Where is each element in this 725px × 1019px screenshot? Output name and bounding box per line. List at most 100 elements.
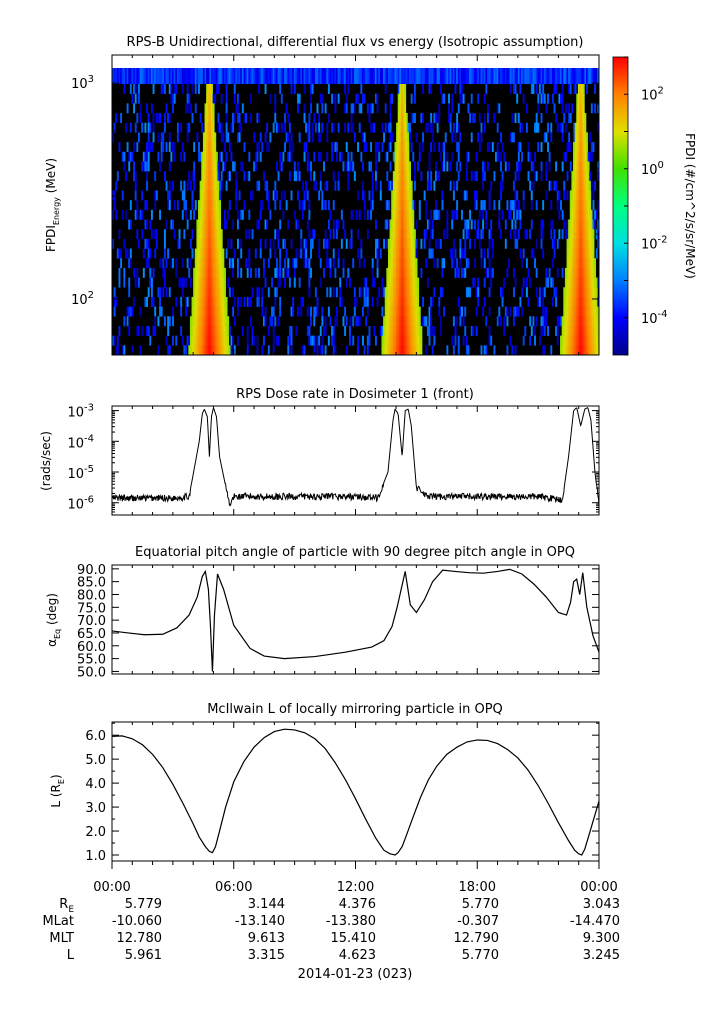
spectrogram-cell <box>428 248 431 259</box>
spectrogram-cell <box>267 200 270 211</box>
spectrogram-cell <box>142 248 145 259</box>
spectrogram-cell <box>488 142 491 153</box>
spectrogram-cell <box>571 238 574 249</box>
spectrogram-cell <box>261 306 264 317</box>
spectrogram-cell <box>389 122 392 133</box>
colorbar-tick-label-base: 10 <box>641 237 658 252</box>
spectrogram-cell <box>383 335 386 346</box>
spectrogram-cell <box>185 209 187 220</box>
spectrogram-cell <box>405 267 408 278</box>
spectrogram-cell <box>112 238 114 249</box>
colorbar-label: FPDI (#/cm^2/s/sr/MeV) <box>683 133 697 279</box>
spectrogram-cell <box>319 151 322 162</box>
spectrogram-cell <box>206 287 209 298</box>
spectrogram-cell <box>423 238 426 249</box>
spectrogram-cell <box>514 306 517 317</box>
spectrogram-cell <box>480 258 483 269</box>
spectrogram-cell <box>402 132 405 143</box>
spectrogram-cell <box>147 151 150 162</box>
spectrogram-cell <box>183 200 186 211</box>
spectrogram-cell <box>185 306 187 317</box>
spectrogram-cell <box>581 171 584 182</box>
spectrogram-cell <box>326 180 329 191</box>
spectrogram-cell <box>212 171 215 182</box>
spectrogram-cell <box>232 219 235 230</box>
spectrogram-cell <box>331 93 334 104</box>
spectrogram-cell <box>581 113 584 124</box>
spectrogram-cell <box>407 316 410 327</box>
spectrogram-cell <box>573 229 575 240</box>
spectrogram-cell <box>579 248 582 259</box>
spectrogram-cell <box>115 68 118 84</box>
spectrogram-cell <box>519 68 522 84</box>
spectrogram-cell <box>224 345 226 356</box>
spectrogram-cell <box>227 277 230 288</box>
spectrogram-cell <box>417 306 420 317</box>
spectrogram-cell <box>374 161 377 172</box>
spectrogram-cell <box>571 345 574 356</box>
spectrogram-cell <box>363 200 366 211</box>
spectrogram-cell <box>582 325 585 336</box>
spectrogram-cell <box>319 180 322 191</box>
spectrogram-cell <box>586 190 588 201</box>
spectrogram-cell <box>387 68 390 84</box>
spectrogram-cell <box>376 238 379 249</box>
spectrogram-cell <box>259 68 262 84</box>
spectrogram-cell <box>590 142 593 153</box>
spectrogram-cell <box>553 103 556 114</box>
spectrogram-cell <box>272 68 275 84</box>
spectrogram-cell <box>451 209 454 220</box>
spectrogram-cell <box>530 68 533 84</box>
spectrogram-cell <box>426 180 429 191</box>
spectrogram-cell <box>290 132 293 143</box>
spectrogram-cell <box>202 287 205 298</box>
dose-rate-ytick-label: 10-3 <box>67 403 94 421</box>
spectrogram-cell <box>399 84 402 94</box>
spectrogram-cell <box>196 229 199 240</box>
spectrogram-cell <box>555 68 558 84</box>
spectrogram-cell <box>517 229 520 240</box>
spectrogram-cell <box>571 68 574 84</box>
spectrogram-cell <box>582 335 585 346</box>
spectrogram-cell <box>569 190 572 201</box>
spectrogram-cell <box>186 103 189 114</box>
spectrogram-cell <box>162 68 165 84</box>
spectrogram-cell <box>457 122 460 133</box>
spectrogram-cell <box>310 161 312 172</box>
pitch-angle-ylabel: αEq (deg) <box>45 593 62 647</box>
spectrogram-cell <box>485 68 488 84</box>
spectrogram-cell <box>212 229 215 240</box>
spectrogram-cell <box>387 325 390 336</box>
spectrogram-cell <box>183 345 186 356</box>
spectrogram-cell <box>175 84 178 94</box>
spectrogram-cell <box>371 122 374 133</box>
spectrogram-cell <box>413 161 416 172</box>
spectrogram-cell <box>342 68 345 84</box>
spectrogram-cell <box>222 345 225 356</box>
spectrogram-cell <box>587 219 590 230</box>
ephemeris-row-label-text: MLT <box>49 931 74 946</box>
spectrogram-cell <box>584 209 587 220</box>
spectrogram-cell <box>582 200 585 211</box>
spectrogram-cell <box>121 209 124 220</box>
spectrogram-cell <box>297 219 299 230</box>
spectrogram-cell <box>524 68 527 84</box>
spectrogram-cell <box>543 68 546 84</box>
spectrogram-cell <box>340 296 343 307</box>
spectrogram-cell <box>400 122 403 133</box>
spectrogram-cell <box>323 200 325 211</box>
ephemeris-value: 5.770 <box>462 897 499 912</box>
spectrogram-cell <box>212 345 215 356</box>
spectrogram-cell <box>568 277 571 288</box>
spectrogram-cell <box>394 316 397 327</box>
spectrogram-cell <box>228 258 231 269</box>
spectrogram-cell <box>470 219 473 230</box>
spectrogram-cell <box>198 287 200 298</box>
spectrogram-cell <box>405 306 408 317</box>
spectrogram-cell <box>363 142 366 153</box>
spectrogram-cell <box>396 287 399 298</box>
spectrogram-cell <box>310 316 312 327</box>
spectrogram-cell <box>399 132 402 143</box>
spectrogram-cell <box>477 132 480 143</box>
spectrogram-cell <box>358 209 361 220</box>
